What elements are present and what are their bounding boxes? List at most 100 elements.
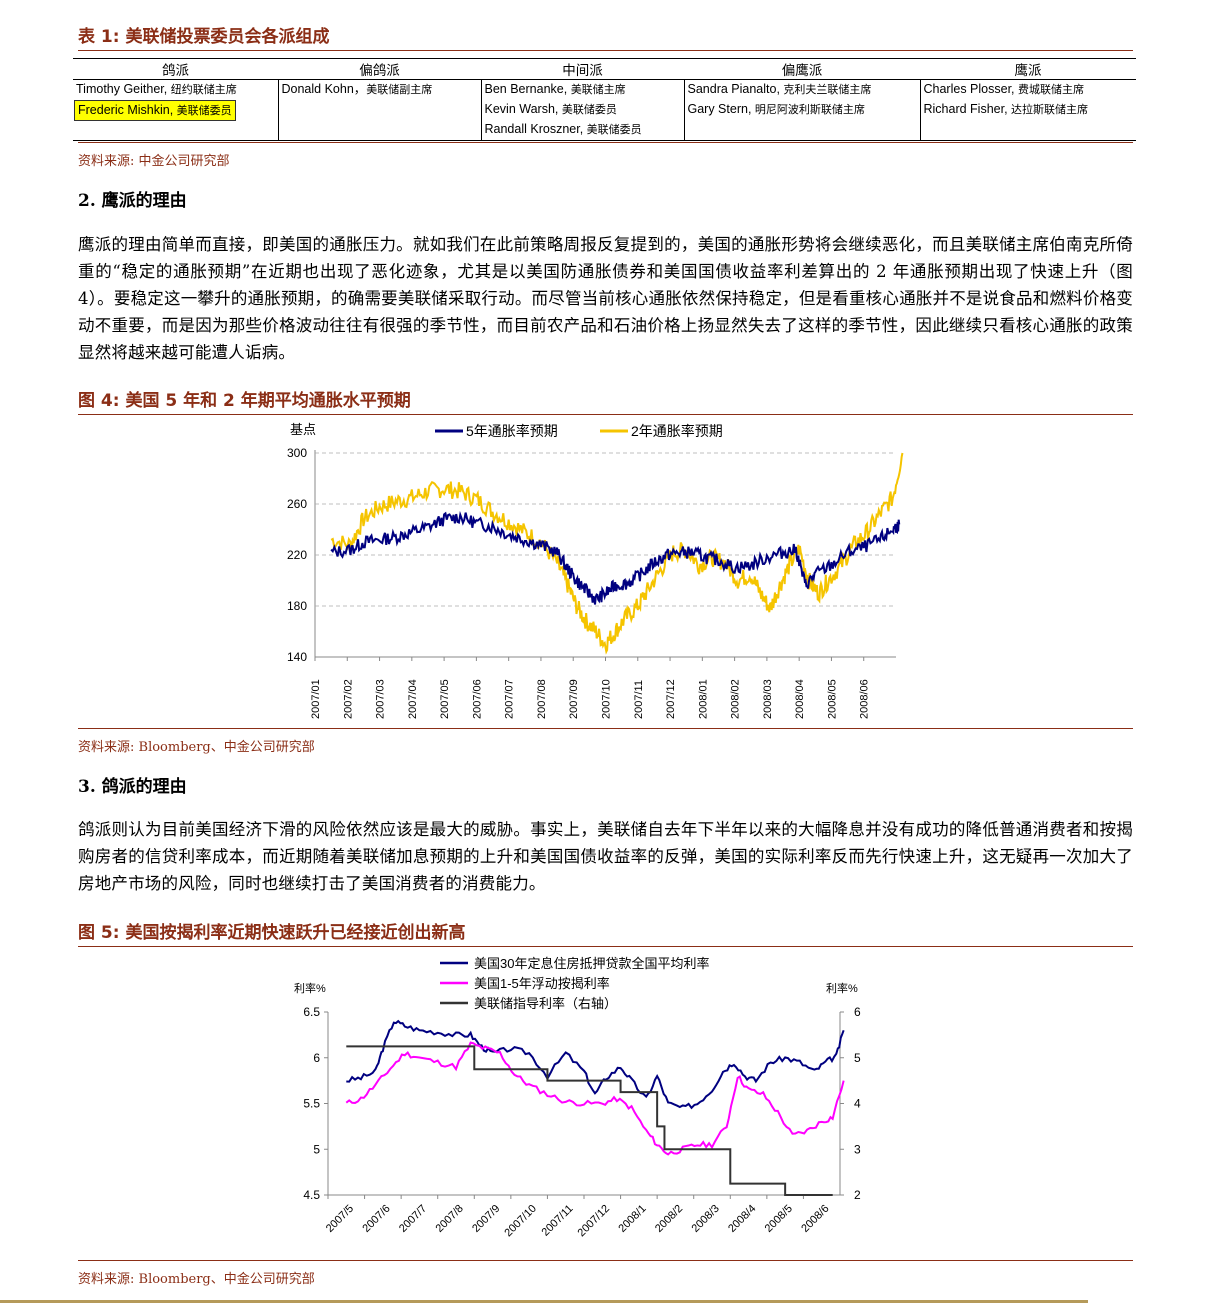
- x-tick-label: 2007/12: [665, 679, 677, 719]
- series-30y-fixed-line: [346, 1019, 845, 1110]
- member-text: Randall Kroszner, 美联储委员: [484, 122, 642, 136]
- section2-heading: 2. 鹰派的理由: [78, 191, 187, 211]
- member-entry: Ben Bernanke, 美联储主席: [485, 80, 681, 100]
- y-tick-label: 260: [287, 497, 307, 511]
- y-tick-label: 4.5: [303, 1188, 320, 1202]
- x-tick-label: 2008/2: [653, 1203, 685, 1235]
- member-name: Sandra Pianalto: [687, 82, 777, 96]
- y-tick-label: 5: [313, 1142, 320, 1156]
- fomc-voting-table: 鸽派 偏鸽派 中间派 偏鹰派 鹰派 Timothy Geither, 纽约联储主…: [73, 58, 1136, 141]
- member-entry: Gary Stern, 明尼阿波利斯联储主席: [688, 100, 917, 120]
- figure4-source: 资料来源: Bloomberg、中金公司研究部: [78, 728, 1133, 755]
- member-entry: Sandra Pianalto, 克利夫兰联储主席: [688, 80, 917, 100]
- section3-heading: 3. 鸽派的理由: [78, 777, 187, 797]
- footer-rule: [0, 1300, 1088, 1303]
- inflation-expectation-chart: 140 180 220 260 300 基点 2007/01 2007/02 2007/03 20…: [287, 422, 904, 719]
- member-text: Ben Bernanke, 美联储主席: [484, 82, 626, 96]
- x-tick-label: 2007/04: [407, 679, 419, 719]
- member-role: 费城联储主席: [1018, 83, 1084, 96]
- section3-paragraph: 鸽派则认为目前美国经济下滑的风险依然应该是最大的威胁。事实上，美联储自去年下半年…: [78, 820, 1133, 893]
- series-5y-line: [330, 510, 901, 605]
- member-name: Richard Fisher: [923, 102, 1005, 116]
- x-tick-label: 2007/6: [360, 1203, 392, 1235]
- section2-paragraph: 鹰派的理由简单而直接，即美国的通胀压力。就如我们在此前策略周报反复提到的，美国的…: [78, 235, 1133, 362]
- figure5-caption: 图 5: 美国按揭利率近期快速跃升已经接近创出新高: [78, 918, 1133, 947]
- x-tick-label: 2008/05: [826, 679, 838, 719]
- y-right-tick-label: 4: [854, 1097, 861, 1111]
- header-hawk: 鹰派: [920, 58, 1136, 80]
- legend-label: 5年通胀率预期: [466, 423, 558, 439]
- legend-label: 美国30年定息住房抵押贷款全国平均利率: [474, 956, 709, 971]
- y-tick-label: 300: [287, 446, 307, 460]
- series-2y-line: [330, 452, 904, 655]
- member-role: 美联储委员: [561, 103, 617, 116]
- member-entry: Kevin Warsh, 美联储委员: [485, 100, 681, 120]
- x-tick-label: 2007/01: [310, 679, 322, 719]
- y-right-tick-label: 5: [854, 1051, 861, 1065]
- x-tick-label: 2007/09: [568, 679, 580, 719]
- x-tick-label: 2008/3: [690, 1203, 722, 1235]
- x-tick-label: 2008/1: [616, 1203, 648, 1235]
- column-centrist: Ben Bernanke, 美联储主席 Kevin Warsh, 美联储委员 Ran…: [480, 79, 684, 141]
- y-tick-label: 6.5: [303, 1005, 320, 1019]
- column-hawk: Charles Plosser, 费城联储主席 Richard Fisher, 达…: [919, 79, 1136, 141]
- series-fed-rate-line: [346, 1045, 833, 1196]
- member-text: Timothy Geither, 纽约联储主席: [76, 82, 237, 96]
- y-tick-label: 220: [287, 548, 307, 562]
- member-role: 达拉斯联储主席: [1011, 103, 1089, 116]
- member-name: Charles Plosser: [923, 82, 1012, 96]
- x-tick-label: 2007/11: [540, 1203, 576, 1239]
- member-role: 明尼阿波利斯联储主席: [754, 103, 865, 116]
- member-entry: Timothy Geither, 纽约联储主席: [76, 80, 275, 100]
- x-tick-label: 2008/6: [799, 1203, 831, 1235]
- x-tick-label: 2008/5: [763, 1203, 795, 1235]
- member-role: 美联储副主席: [366, 83, 433, 96]
- x-tick-label: 2008/03: [762, 679, 774, 719]
- member-role: 美联储委员: [176, 104, 232, 117]
- x-tick-label: 2007/05: [439, 679, 451, 719]
- x-tick-label: 2007/02: [342, 679, 354, 719]
- member-name: Kevin Warsh: [484, 102, 555, 116]
- member-role: 纽约联储主席: [170, 83, 237, 96]
- member-name: Timothy Geither: [76, 82, 164, 96]
- column-lean-dove: Donald Kohn，美联储副主席: [277, 79, 481, 141]
- y-right-tick-label: 2: [854, 1188, 861, 1202]
- member-role: 克利夫兰联储主席: [783, 83, 872, 96]
- member-role: 美联储主席: [570, 83, 626, 96]
- member-name: Donald Kohn: [281, 82, 354, 96]
- member-text: Charles Plosser, 费城联储主席: [923, 82, 1085, 96]
- member-text: Gary Stern, 明尼阿波利斯联储主席: [687, 102, 865, 116]
- column-dove: Timothy Geither, 纽约联储主席 Frederic Mishkin,…: [73, 79, 278, 141]
- x-tick-label: 2007/10: [502, 1203, 539, 1240]
- legend-label: 美国1-5年浮动按揭利率: [474, 976, 610, 991]
- x-tick-label: 2008/01: [697, 679, 709, 719]
- member-entry: Charles Plosser, 费城联储主席: [924, 80, 1134, 100]
- y-axis-title: 基点: [290, 422, 316, 437]
- x-tick-label: 2007/10: [601, 679, 613, 719]
- legend-label: 2年通胀率预期: [631, 423, 723, 439]
- x-tick-label: 2007/03: [375, 679, 387, 719]
- y-right-tick-label: 6: [854, 1005, 861, 1019]
- y-right-axis-title: 利率%: [826, 981, 858, 995]
- x-tick-label: 2008/4: [726, 1203, 758, 1235]
- member-name: Randall Kroszner: [484, 122, 580, 136]
- x-tick-label: 2007/8: [434, 1203, 466, 1235]
- x-tick-label: 2007/9: [470, 1203, 502, 1235]
- member-text: Sandra Pianalto, 克利夫兰联储主席: [687, 82, 872, 96]
- x-tick-label: 2008/02: [730, 679, 742, 719]
- y-tick-label: 6: [313, 1051, 320, 1065]
- header-lean-hawk: 偏鹰派: [684, 58, 920, 80]
- table1-source: 资料来源: 中金公司研究部: [78, 142, 1133, 169]
- member-entry: Randall Kroszner, 美联储委员: [485, 120, 681, 140]
- x-tick-label: 2007/06: [471, 679, 483, 719]
- member-name: Ben Bernanke: [484, 82, 564, 96]
- x-tick-label: 2007/7: [397, 1203, 429, 1235]
- x-tick-label: 2007/07: [504, 679, 516, 719]
- column-lean-hawk: Sandra Pianalto, 克利夫兰联储主席 Gary Stern, 明尼阿…: [683, 79, 920, 141]
- y-axis-title: 利率%: [294, 981, 326, 995]
- series-1-5y-arm-line: [345, 1041, 845, 1156]
- member-text: Richard Fisher, 达拉斯联储主席: [923, 102, 1089, 116]
- member-name: Gary Stern: [687, 102, 748, 116]
- y-tick-label: 5.5: [303, 1097, 320, 1111]
- header-centrist: 中间派: [481, 58, 684, 80]
